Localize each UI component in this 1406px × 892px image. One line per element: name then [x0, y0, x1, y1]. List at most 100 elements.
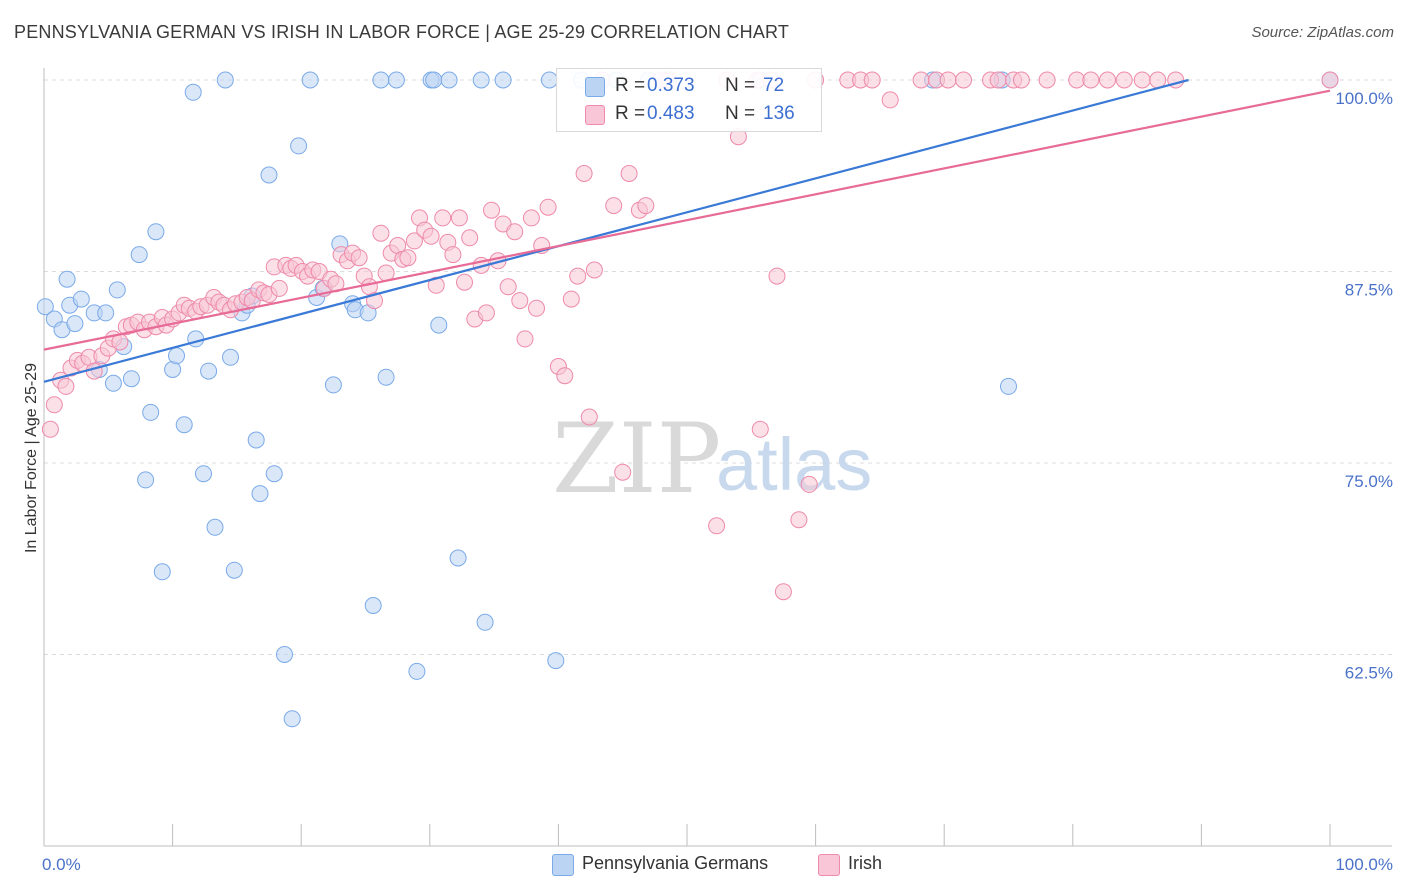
legend-n-label: N =: [725, 75, 756, 96]
point-irish: [751, 420, 769, 438]
point-irish: [863, 71, 881, 89]
trendlines: [43, 78, 1331, 383]
point-pennsylvania-german: [104, 374, 122, 392]
point-irish: [580, 408, 598, 426]
point-pennsylvania-german: [440, 71, 458, 89]
point-pennsylvania-german: [122, 370, 140, 388]
legend-r-value: 0.483: [647, 103, 695, 124]
point-irish: [605, 197, 623, 215]
watermark: ZIP atlas: [552, 403, 872, 515]
point-irish: [506, 223, 524, 241]
tick-labels: 62.5% 75.0% 87.5% 100.0% 0.0% 100.0%: [42, 89, 1393, 874]
point-pennsylvania-german: [184, 83, 202, 101]
y-tick-label: 87.5%: [1345, 281, 1393, 300]
point-irish: [569, 267, 587, 285]
point-pennsylvania-german: [130, 246, 148, 264]
legend-n-label: N =: [725, 103, 756, 124]
point-irish: [456, 273, 473, 291]
point-irish: [450, 209, 468, 227]
point-pennsylvania-german: [195, 465, 212, 483]
point-pennsylvania-german: [175, 416, 193, 434]
point-irish: [585, 261, 603, 279]
point-pennsylvania-german: [547, 652, 565, 670]
point-irish: [1012, 71, 1030, 89]
legend-n-value: 72: [763, 75, 785, 96]
point-irish: [499, 278, 517, 296]
point-pennsylvania-german: [387, 71, 405, 89]
legend-swatch-irish: [585, 105, 605, 125]
point-irish: [774, 583, 792, 601]
legend-swatch-pennsylvania: [585, 77, 605, 97]
point-pennsylvania-german: [265, 465, 283, 483]
point-irish: [511, 292, 529, 310]
point-irish: [399, 249, 417, 267]
legend-n-value: 136: [763, 103, 795, 124]
point-irish: [556, 367, 574, 385]
point-irish: [270, 279, 288, 297]
legend-swatch-irish: [818, 854, 840, 876]
axes: [43, 68, 1392, 847]
point-irish: [1082, 71, 1100, 89]
point-irish: [939, 71, 957, 89]
point-irish: [41, 420, 59, 438]
watermark-atlas: atlas: [716, 423, 872, 506]
point-pennsylvania-german: [276, 646, 293, 663]
point-irish: [1038, 71, 1056, 89]
point-irish: [1068, 71, 1086, 89]
point-pennsylvania-german: [372, 71, 390, 89]
x-tick-label: 100.0%: [1335, 855, 1393, 874]
point-pennsylvania-german: [472, 71, 490, 89]
point-irish: [989, 71, 1007, 89]
point-pennsylvania-german: [290, 137, 308, 155]
point-irish: [477, 304, 495, 322]
point-irish: [575, 165, 593, 182]
point-irish: [881, 91, 899, 109]
x-tick-label: 0.0%: [42, 855, 81, 874]
point-irish: [372, 224, 390, 242]
point-irish: [955, 71, 972, 89]
point-irish: [483, 201, 500, 219]
point-pennsylvania-german: [168, 347, 185, 365]
point-pennsylvania-german: [260, 166, 278, 184]
point-pennsylvania-german: [36, 298, 54, 316]
point-irish: [620, 165, 638, 182]
point-pennsylvania-german: [72, 290, 90, 308]
data-points: [36, 71, 1339, 728]
legend-r-value: 0.373: [647, 75, 695, 96]
point-irish: [768, 267, 786, 285]
point-irish: [708, 517, 726, 535]
point-irish: [461, 229, 479, 247]
point-pennsylvania-german: [324, 376, 342, 394]
chart-title: PENNSYLVANIA GERMAN VS IRISH IN LABOR FO…: [14, 22, 790, 42]
y-axis-label: In Labor Force | Age 25-29: [23, 363, 40, 553]
point-irish: [57, 377, 75, 395]
trendline-pennsylvania-german: [43, 78, 1189, 383]
point-pennsylvania-german: [430, 316, 448, 334]
point-pennsylvania-german: [137, 471, 155, 489]
legend: R = 0.373 N = 72 R = 0.483 N = 136: [556, 68, 822, 132]
point-pennsylvania-german: [247, 431, 265, 449]
point-irish: [1115, 71, 1133, 89]
point-irish: [1099, 71, 1116, 89]
point-irish: [912, 71, 930, 89]
trendline-irish: [43, 89, 1331, 351]
point-pennsylvania-german: [364, 597, 382, 614]
point-pennsylvania-german: [108, 281, 126, 299]
point-pennsylvania-german: [225, 561, 243, 579]
point-irish: [1321, 71, 1339, 89]
point-irish: [422, 227, 440, 245]
point-pennsylvania-german: [142, 403, 160, 421]
point-irish: [444, 246, 462, 264]
point-pennsylvania-german: [425, 71, 443, 89]
point-pennsylvania-german: [301, 71, 319, 89]
point-pennsylvania-german: [216, 71, 234, 89]
point-irish: [528, 299, 545, 317]
point-pennsylvania-german: [494, 71, 512, 89]
y-tick-label: 62.5%: [1345, 664, 1393, 683]
point-pennsylvania-german: [377, 368, 395, 386]
point-pennsylvania-german: [283, 710, 301, 728]
point-irish: [614, 463, 632, 481]
legend-swatch-pennsylvania: [552, 854, 574, 876]
y-tick-label: 75.0%: [1345, 472, 1393, 491]
